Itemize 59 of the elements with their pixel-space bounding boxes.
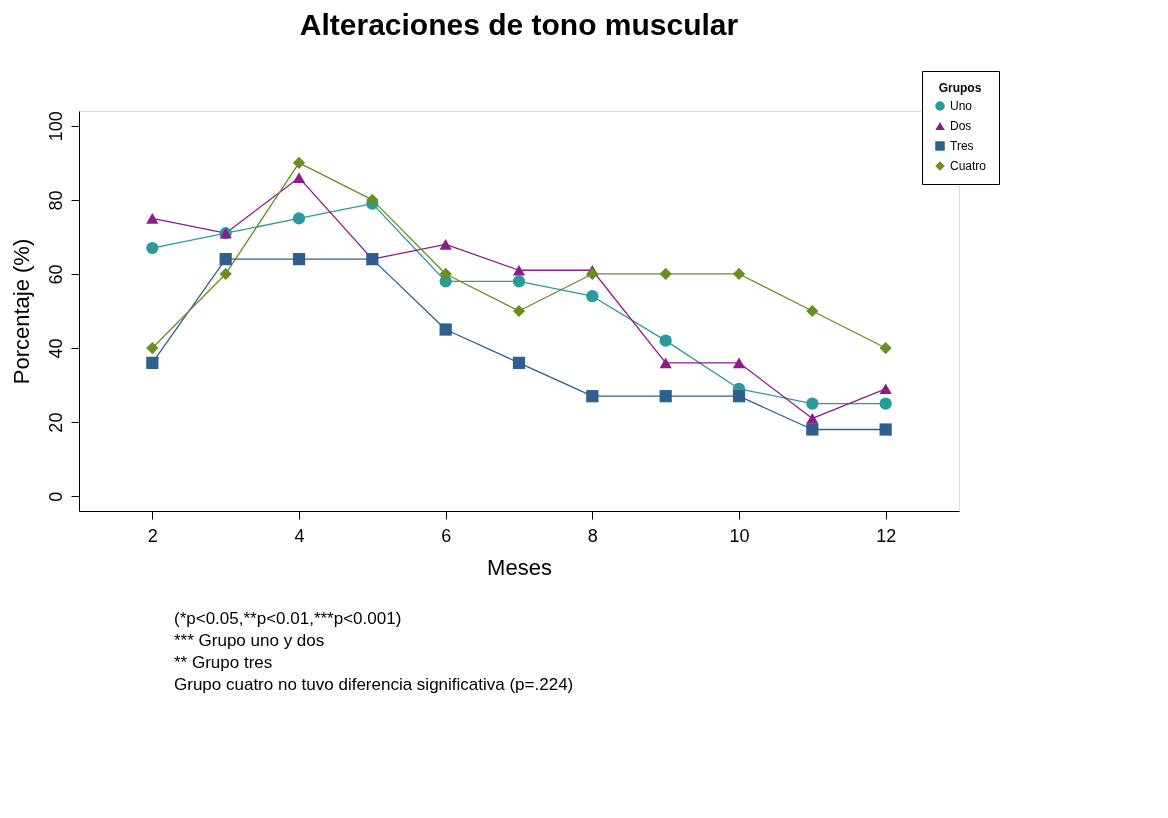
point — [659, 267, 672, 281]
point — [292, 212, 306, 225]
point — [439, 323, 452, 336]
y-tick-label: 20 — [45, 412, 66, 433]
legend-label: Uno — [950, 99, 973, 113]
text: *** Grupo uno y dos — [174, 631, 325, 650]
point — [586, 267, 599, 281]
point — [879, 383, 892, 395]
legend-label: Tres — [950, 139, 974, 153]
point — [512, 304, 526, 318]
legend-label: Dos — [950, 119, 972, 133]
point — [732, 390, 746, 403]
point — [439, 239, 452, 250]
y-tick-label: 40 — [45, 338, 66, 359]
point — [806, 423, 819, 436]
chart-title: Alteraciones de tono muscular — [299, 7, 739, 41]
text: ** Grupo tres — [174, 653, 273, 672]
point — [512, 275, 526, 288]
point — [806, 397, 819, 410]
point — [146, 356, 159, 369]
point — [292, 156, 306, 169]
point — [512, 356, 526, 369]
y-tick-label: 100 — [45, 111, 66, 142]
y-tick-label: 80 — [45, 190, 66, 211]
legend-title: Grupos — [938, 81, 982, 95]
point — [292, 172, 306, 183]
point — [586, 290, 599, 303]
x-axis-title: Meses — [487, 554, 552, 580]
point — [292, 253, 306, 266]
x-tick-label: 4 — [294, 525, 305, 546]
point — [732, 267, 746, 281]
point — [806, 304, 819, 318]
x-tick-label: 12 — [876, 525, 897, 546]
point — [586, 390, 599, 403]
legend-label: Cuatro — [950, 159, 987, 173]
point — [219, 267, 232, 281]
point — [146, 241, 159, 255]
x-tick-label: 8 — [587, 525, 598, 546]
point — [659, 357, 672, 369]
point — [879, 397, 892, 410]
point — [146, 213, 159, 224]
text: (*p<0.05,**p<0.01,***p<0.001) — [174, 609, 402, 628]
y-tick-label: 0 — [45, 491, 66, 502]
text: Grupo cuatro no tuvo diferencia significativa (p=.224) — [174, 675, 574, 694]
point — [219, 253, 232, 266]
point — [659, 334, 672, 347]
point — [879, 423, 892, 436]
x-tick-label: 6 — [441, 525, 452, 546]
point — [366, 193, 379, 207]
point — [512, 264, 526, 276]
point — [439, 267, 452, 281]
point — [879, 341, 892, 355]
point — [146, 341, 159, 355]
x-tick-label: 2 — [147, 525, 158, 546]
point — [659, 390, 672, 403]
x-tick-label: 10 — [729, 525, 750, 546]
point — [732, 357, 746, 369]
y-tick-label: 60 — [45, 264, 66, 285]
y-axis-title: Porcentaje (%) — [8, 238, 34, 385]
